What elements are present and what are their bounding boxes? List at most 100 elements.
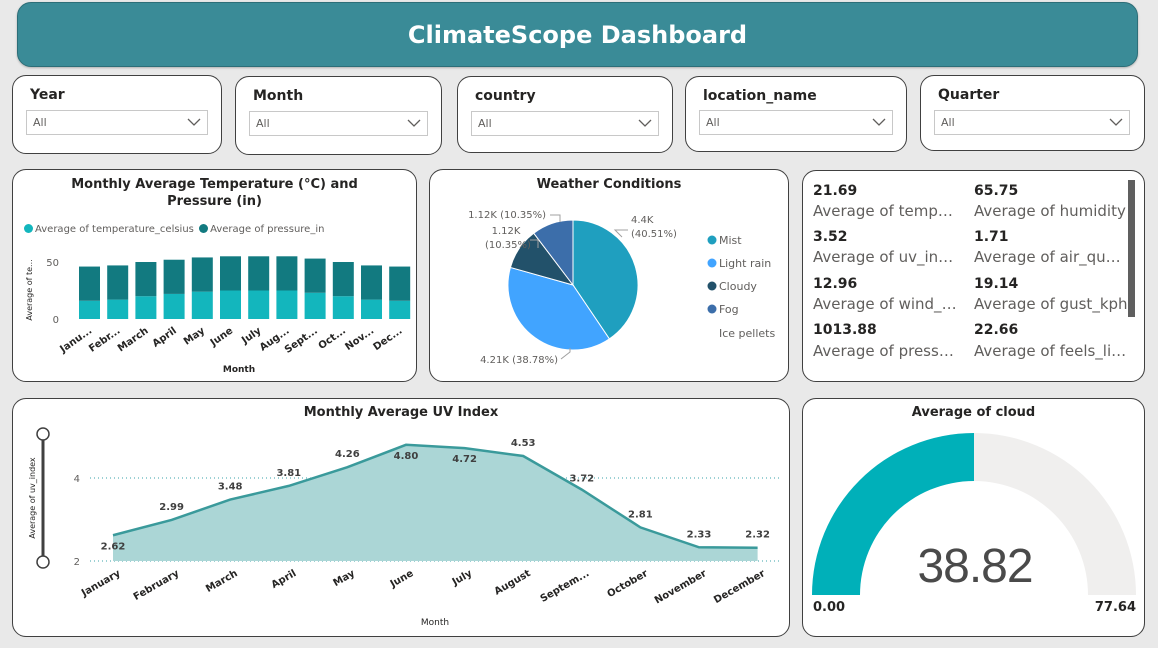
kpi-value: 1013.88	[813, 322, 877, 338]
pie-label-fog: 1.12K (10.35%)	[468, 210, 546, 221]
zoom-slider-handle-top[interactable]	[36, 427, 50, 441]
pie-label-mist-value: 4.4K	[631, 215, 654, 226]
bar-pressure[interactable]	[389, 266, 411, 301]
bar-temperature[interactable]	[79, 300, 100, 319]
bar-temperature[interactable]	[191, 291, 213, 319]
pie-label-mist-percent: (40.51%)	[631, 229, 677, 240]
chevron-down-icon	[1109, 118, 1123, 126]
uv-index-chart-card: Monthly Average UV Index Average of uv_i…	[12, 398, 790, 637]
bar-pressure[interactable]	[276, 256, 298, 291]
slicer-location-dropdown[interactable]: All	[699, 110, 893, 135]
kpi-scrollbar[interactable]	[1128, 180, 1135, 317]
bar-temperature[interactable]	[332, 296, 354, 319]
bar-pressure[interactable]	[107, 265, 129, 300]
pie-legend: Mist Light rain Cloudy Fog Ice pellets	[707, 234, 775, 340]
slicer-quarter-title: Quarter	[938, 87, 1000, 103]
temp-chart-xlabel: Month	[223, 365, 255, 375]
uv-line[interactable]	[112, 443, 758, 549]
x-tick-label: May	[332, 568, 358, 589]
bar-temperature[interactable]	[304, 292, 326, 319]
bar-pressure[interactable]	[248, 256, 270, 291]
x-tick-label: Dec...	[372, 325, 405, 353]
slicer-month-dropdown[interactable]: All	[249, 111, 428, 136]
kpi-value: 22.66	[974, 322, 1019, 338]
chevron-down-icon	[872, 118, 886, 126]
kpi-value: 21.69	[813, 183, 858, 199]
gauge-title: Average of cloud	[911, 405, 1036, 420]
legend-label-ice-pellets[interactable]: Ice pellets	[719, 327, 775, 340]
uv-area-fill	[113, 444, 758, 561]
data-label: 3.48	[218, 482, 243, 493]
kpi-label: Average of temper...	[813, 202, 961, 220]
bar-temperature[interactable]	[220, 290, 241, 320]
legend-label-mist[interactable]: Mist	[719, 234, 742, 247]
weather-chart-title: Weather Conditions	[536, 177, 682, 192]
zoom-slider-handle-bottom[interactable]	[36, 555, 50, 569]
slicer-country-dropdown[interactable]: All	[471, 111, 659, 136]
slicer-month-title: Month	[253, 88, 304, 104]
x-tick-label: March	[116, 325, 151, 354]
pie-slice-mist[interactable]	[572, 219, 639, 340]
temp-chart-legend: Average of temperature_celsius Average o…	[24, 224, 324, 235]
pie-slice-fog[interactable]	[533, 219, 574, 287]
x-tick-label: August	[493, 568, 533, 598]
x-tick-label: March	[204, 568, 240, 595]
slicer-year: Year All	[12, 75, 222, 154]
slicer-month: Month All	[235, 76, 442, 155]
slicer-location-value: All	[706, 116, 720, 129]
legend-label-cloudy[interactable]: Cloudy	[719, 280, 757, 293]
data-label: 3.72	[569, 474, 594, 485]
data-label: 2.33	[687, 529, 712, 540]
legend-item-temperature[interactable]: Average of temperature_celsius	[24, 224, 194, 235]
gauge-min: 0.00	[813, 600, 845, 615]
legend-label-temperature: Average of temperature_celsius	[35, 224, 194, 235]
bar-temperature[interactable]	[276, 290, 298, 320]
slicer-country-value: All	[478, 117, 492, 130]
bar-pressure[interactable]	[332, 262, 354, 297]
bar-temperature[interactable]	[107, 299, 129, 319]
uv-chart-xlabel: Month	[421, 618, 449, 628]
bar-temperature[interactable]	[361, 299, 382, 319]
gauge-value: 38.82	[917, 540, 1032, 593]
bar-pressure[interactable]	[163, 259, 185, 294]
kpi-label: Average of wind_k...	[813, 295, 961, 313]
x-tick-label: October	[605, 568, 649, 600]
x-tick-label: May	[182, 325, 207, 347]
uv-chart-ylabel: Average of uv_index	[28, 457, 37, 539]
x-tick-label: June	[388, 568, 416, 591]
legend-label-light-rain[interactable]: Light rain	[719, 257, 771, 270]
pie-slice-light-rain[interactable]	[507, 266, 611, 351]
gauge-max: 77.64	[1095, 600, 1136, 615]
slicer-year-dropdown[interactable]: All	[26, 110, 208, 135]
kpi-value: 1.71	[974, 229, 1009, 245]
slicer-location-title: location_name	[703, 88, 817, 104]
legend-dot-icon	[707, 258, 717, 268]
legend-label-fog[interactable]: Fog	[719, 303, 739, 316]
slicer-quarter-dropdown[interactable]: All	[934, 110, 1130, 135]
gauge-fill	[812, 433, 974, 595]
bar-pressure[interactable]	[304, 258, 326, 293]
temp-pressure-chart-card: Monthly Average Temperature (°C) and Pre…	[12, 169, 417, 382]
bar-temperature[interactable]	[389, 300, 411, 319]
pie-label-rain: 4.21K (38.78%)	[480, 355, 558, 366]
bar-temperature[interactable]	[135, 296, 157, 319]
slicer-location: location_name All	[685, 76, 907, 152]
bar-pressure[interactable]	[135, 262, 157, 297]
weather-pie-chart: 4.4K (40.51%) 4.21K (38.78%) 1.12K (10.3…	[468, 210, 775, 366]
data-label: 2.81	[628, 509, 653, 520]
bar-pressure[interactable]	[220, 256, 241, 291]
data-label: 4.26	[335, 449, 360, 460]
bar-pressure[interactable]	[79, 266, 100, 301]
bar-temperature[interactable]	[248, 290, 270, 320]
bar-temperature[interactable]	[163, 293, 185, 319]
uv-chart-title: Monthly Average UV Index	[303, 405, 499, 420]
chevron-down-icon	[407, 119, 421, 127]
legend-item-pressure[interactable]: Average of pressure_in	[197, 224, 324, 235]
x-tick-label: November	[653, 568, 709, 606]
bar-pressure[interactable]	[191, 257, 213, 292]
kpi-value: 19.14	[974, 276, 1019, 292]
pie-leader-cloudy	[530, 239, 539, 248]
bar-pressure[interactable]	[361, 265, 382, 300]
data-label: 4.80	[394, 451, 419, 462]
dashboard-header: ClimateScope Dashboard	[17, 2, 1138, 67]
